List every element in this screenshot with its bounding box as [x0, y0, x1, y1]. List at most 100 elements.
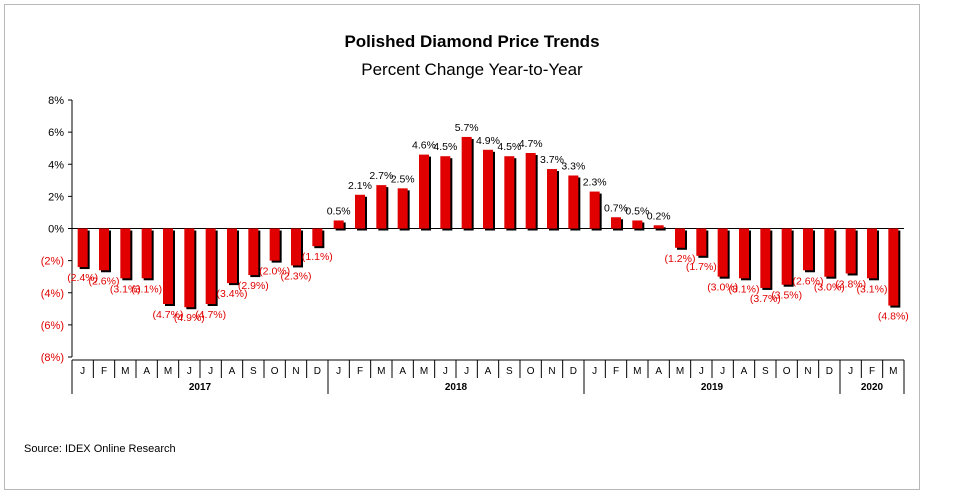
x-tick-label: M — [420, 366, 428, 377]
data-label: (2.0%) — [259, 266, 290, 278]
bar-shadow — [655, 227, 666, 231]
chart-subtitle: Percent Change Year-to-Year — [361, 60, 583, 79]
x-tick-label: N — [292, 366, 299, 377]
x-tick-label: A — [229, 366, 236, 377]
y-tick-label: 6% — [48, 127, 64, 139]
bar — [739, 228, 749, 279]
bar — [77, 228, 88, 268]
y-tick-label: (6%) — [41, 320, 64, 332]
bar — [781, 228, 792, 285]
bar — [525, 153, 536, 229]
year-label: 2017 — [189, 382, 212, 393]
data-label: (1.1%) — [302, 251, 333, 263]
data-label: (3.1%) — [857, 283, 888, 295]
data-label: (2.6%) — [793, 275, 824, 287]
bar — [99, 228, 109, 271]
y-tick-label: (8%) — [41, 352, 64, 364]
x-tick-label: F — [613, 366, 619, 377]
data-label: 2.7% — [369, 170, 393, 182]
bar — [184, 228, 195, 308]
x-tick-label: A — [143, 366, 150, 377]
y-tick-label: 4% — [48, 159, 64, 171]
data-label: (2.4%) — [67, 272, 98, 284]
data-label: 4.6% — [412, 140, 436, 152]
bar — [440, 156, 451, 229]
bar — [824, 228, 835, 277]
bar — [504, 156, 515, 229]
data-label: 4.5% — [497, 141, 521, 153]
bar — [653, 225, 664, 229]
x-tick-label: S — [250, 366, 257, 377]
y-tick-label: (2%) — [41, 256, 64, 268]
x-tick-label: M — [164, 366, 172, 377]
data-label: (2.3%) — [281, 270, 312, 282]
x-tick-label: J — [187, 366, 192, 377]
x-tick-label: J — [699, 366, 704, 377]
x-tick-label: A — [741, 366, 748, 377]
x-tick-label: N — [548, 366, 555, 377]
year-label: 2019 — [701, 382, 724, 393]
bar — [333, 220, 344, 229]
data-label: (4.8%) — [878, 311, 909, 323]
bar — [376, 185, 387, 229]
data-label: (3.5%) — [771, 290, 802, 302]
bar — [547, 169, 557, 229]
x-tick-label: J — [592, 366, 597, 377]
bar — [397, 188, 408, 229]
bar — [696, 228, 707, 256]
bar — [269, 228, 280, 261]
data-label: 0.5% — [625, 205, 649, 217]
x-tick-label: J — [848, 366, 853, 377]
bar — [205, 228, 216, 304]
x-tick-label: S — [506, 366, 513, 377]
year-label: 2020 — [861, 382, 884, 393]
x-tick-label: D — [570, 366, 577, 377]
data-label: (3.7%) — [750, 293, 781, 305]
bar — [141, 228, 152, 279]
bar — [312, 228, 323, 247]
data-label: 2.3% — [583, 177, 607, 189]
data-label: (2.6%) — [89, 275, 120, 287]
data-label: (3.1%) — [110, 283, 141, 295]
bar — [291, 228, 301, 266]
y-tick-label: 8% — [48, 95, 64, 107]
data-label: (4.7%) — [195, 309, 226, 321]
data-label: (4.7%) — [153, 309, 184, 321]
x-tick-label: D — [314, 366, 321, 377]
data-label: (3.0%) — [707, 282, 738, 294]
data-label: 2.1% — [348, 180, 372, 192]
data-label: (3.1%) — [131, 283, 162, 295]
data-label: 3.7% — [540, 154, 564, 166]
bar — [760, 228, 771, 288]
x-tick-label: S — [762, 366, 769, 377]
bar — [419, 154, 429, 229]
bar — [632, 220, 643, 229]
y-tick-label: 2% — [48, 191, 64, 203]
x-tick-label: J — [208, 366, 213, 377]
x-tick-label: F — [869, 366, 875, 377]
x-tick-label: N — [804, 366, 811, 377]
bar — [483, 149, 493, 229]
x-tick-label: M — [676, 366, 684, 377]
data-label: (1.7%) — [686, 261, 717, 273]
x-tick-label: J — [720, 366, 725, 377]
data-label: 0.2% — [647, 210, 671, 222]
data-label: (4.9%) — [174, 312, 205, 324]
bar — [355, 194, 365, 229]
data-label: (2.9%) — [238, 280, 269, 292]
bar — [227, 228, 237, 284]
x-tick-label: O — [527, 366, 535, 377]
x-tick-label: M — [633, 366, 641, 377]
bar — [589, 191, 600, 229]
bar — [845, 228, 856, 274]
bar — [461, 136, 472, 229]
bar — [120, 228, 131, 279]
x-tick-label: M — [121, 366, 129, 377]
x-tick-label: D — [826, 366, 833, 377]
x-tick-label: F — [101, 366, 107, 377]
data-label: 2.5% — [391, 173, 415, 185]
x-tick-label: A — [399, 366, 406, 377]
data-label: 4.7% — [519, 138, 543, 150]
bar — [888, 228, 899, 306]
